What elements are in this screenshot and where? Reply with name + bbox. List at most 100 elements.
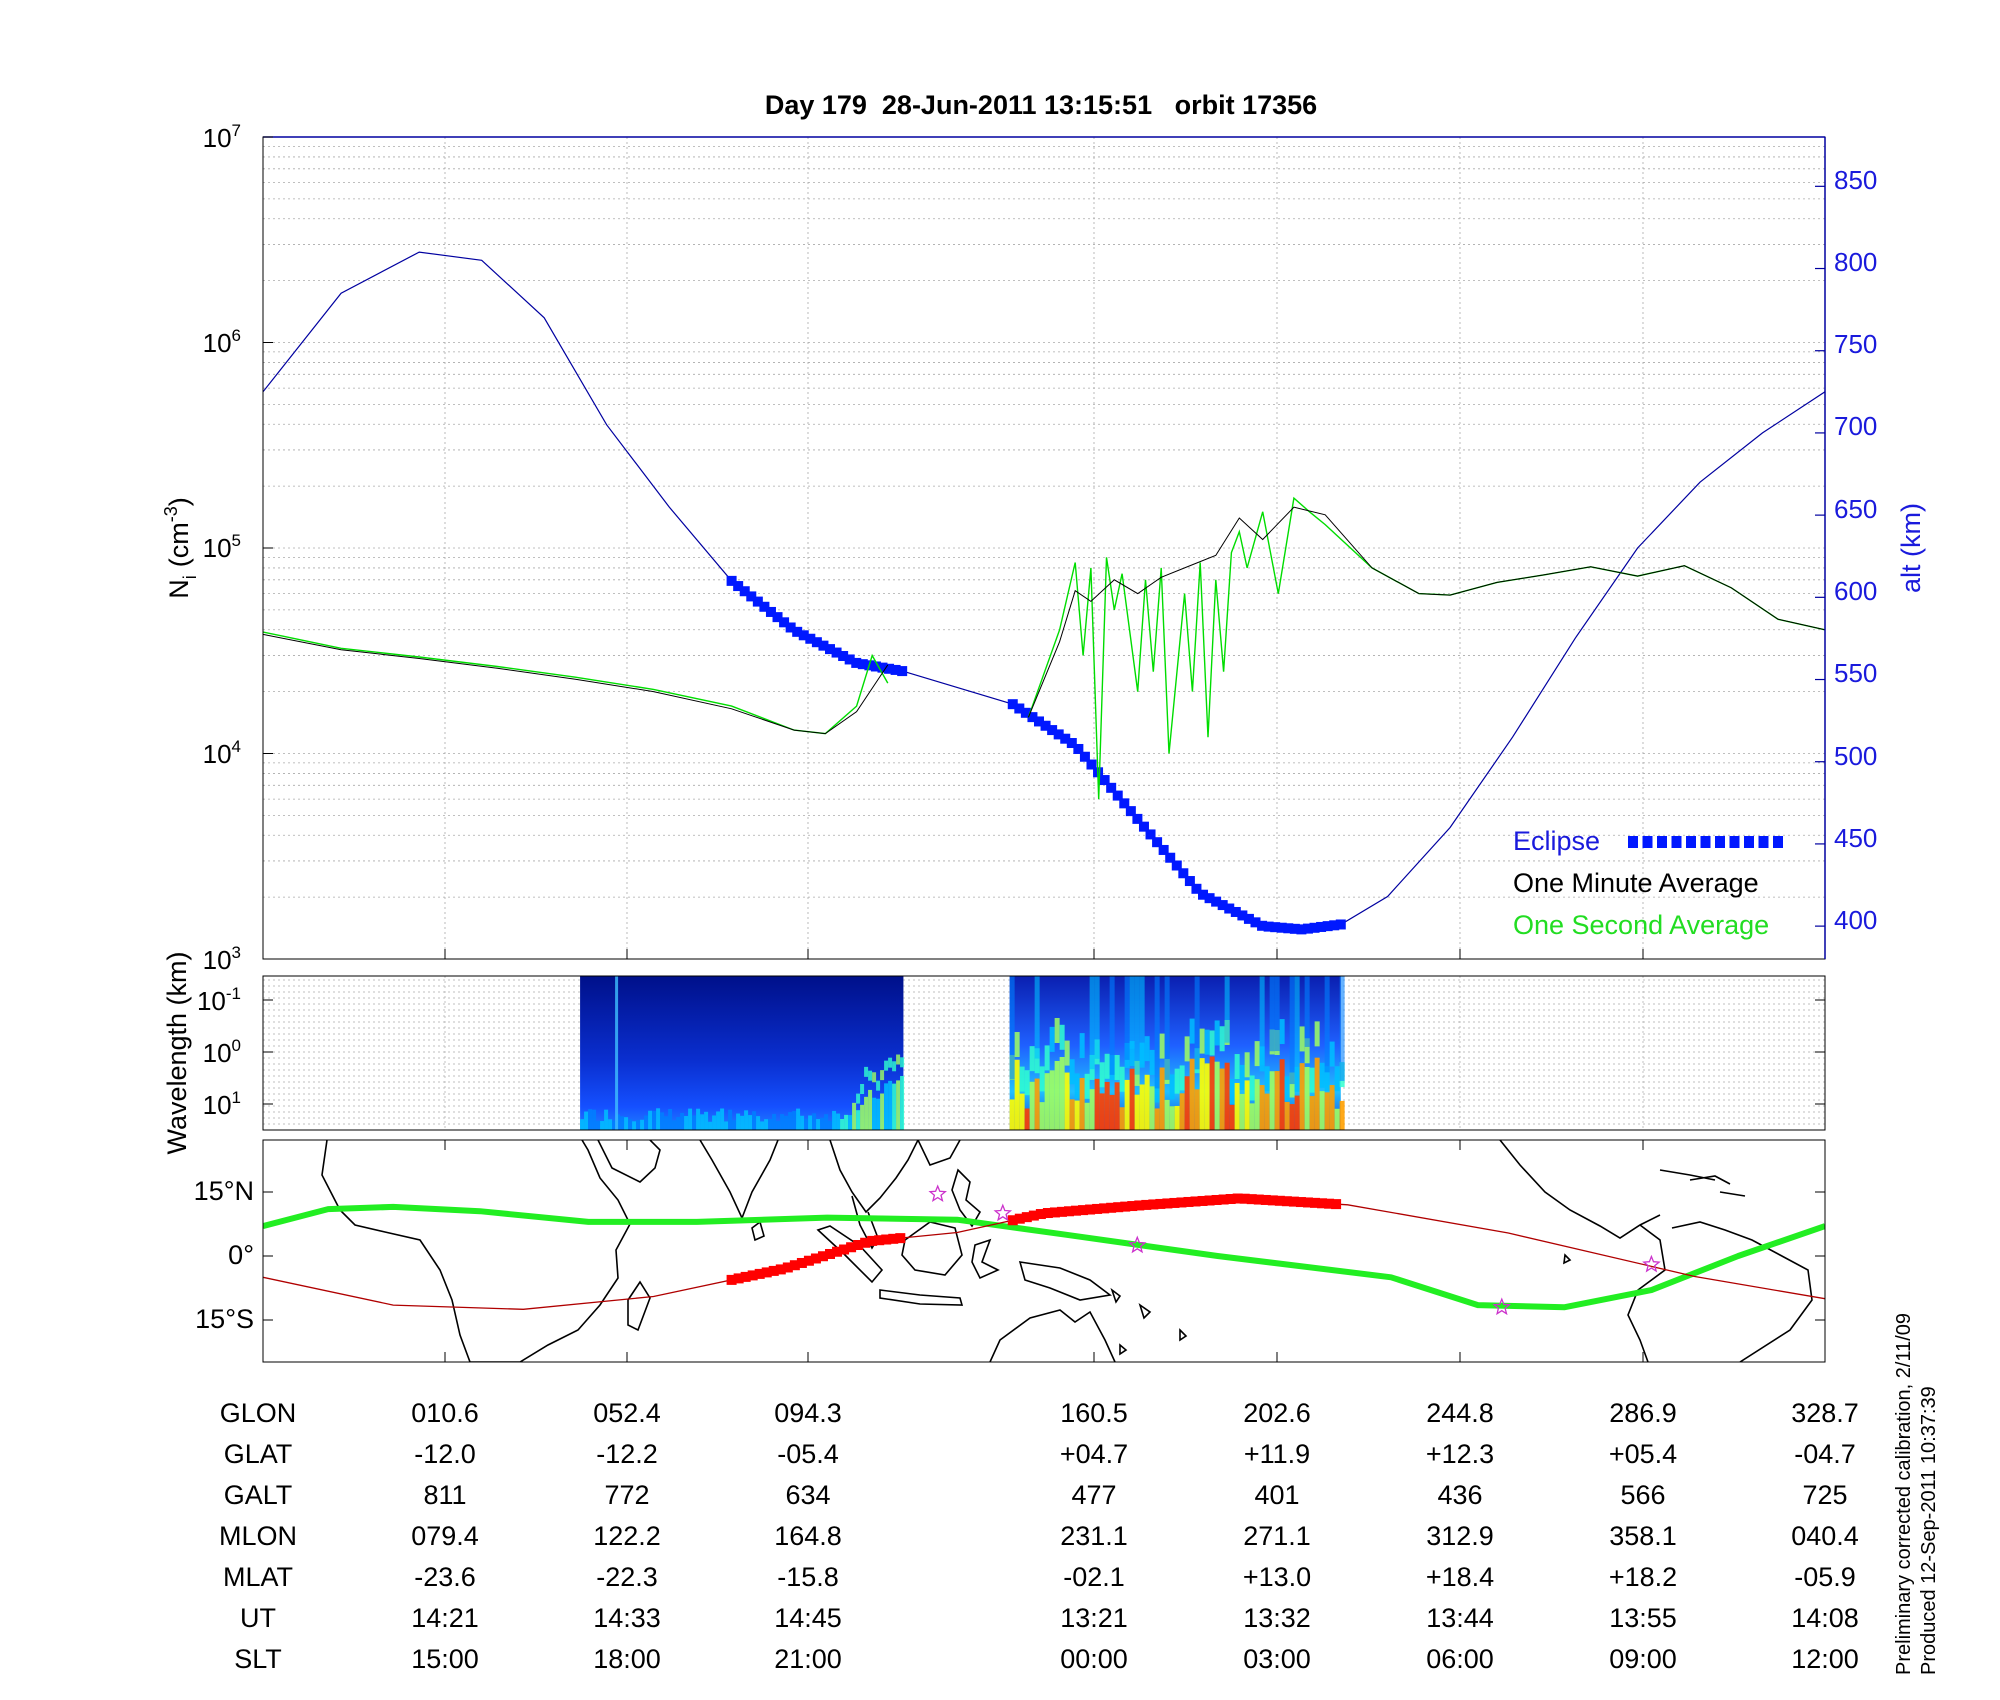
table-cell: 13:44 [1426, 1603, 1494, 1633]
spectrogram-cell [1189, 1058, 1195, 1130]
legend-one-minute-label: One Minute Average [1513, 868, 1759, 898]
spectrogram-cell-mid [1229, 1079, 1235, 1105]
track-eclipse-marker [1162, 1198, 1173, 1209]
spectrogram-cell [668, 1108, 673, 1130]
spectrogram-cell [1124, 1079, 1130, 1130]
y-axis-ticks [263, 136, 1644, 960]
spectrogram-cell [1219, 1068, 1225, 1130]
eclipse-marker [877, 662, 888, 673]
eclipse-markers [726, 575, 1346, 935]
y-tick-base: 10 [203, 739, 232, 769]
eclipse-marker [1007, 699, 1018, 710]
legend: Eclipse One Minute Average One Second Av… [1513, 826, 1783, 940]
track-eclipse-marker [1049, 1207, 1060, 1218]
eclipse-marker [1145, 829, 1156, 840]
track-eclipse-marker [1042, 1208, 1053, 1219]
top-gridlines [263, 137, 1825, 960]
table-cell: 06:00 [1426, 1644, 1494, 1674]
spectrogram-stripe [1129, 976, 1135, 1049]
spectrogram-cell [588, 1109, 593, 1130]
eclipse-marker [1158, 844, 1169, 855]
y-tick-label-1e7: 107 [203, 121, 241, 153]
eclipse-marker [1047, 725, 1058, 736]
svg-text:104: 104 [203, 737, 241, 769]
one-minute-average-line [263, 506, 1825, 735]
spectrogram-cell [796, 1108, 801, 1130]
table-cell: 401 [1254, 1480, 1299, 1510]
legend-one-second-label: One Second Average [1513, 910, 1769, 940]
spectrogram-cell [872, 1097, 877, 1130]
eclipse-marker [759, 601, 770, 612]
y-tick-base: 10 [203, 328, 232, 358]
spectrogram-cell [864, 1096, 869, 1130]
spectrogram-cell [612, 1120, 617, 1130]
map-lat-label-15s: 15°S [195, 1304, 254, 1334]
eclipse-marker [1270, 922, 1281, 933]
table-cell: 160.5 [1060, 1398, 1128, 1428]
table-row-label: MLAT [223, 1562, 293, 1592]
table-cell: 14:21 [411, 1603, 479, 1633]
eclipse-marker [739, 586, 750, 597]
eclipse-marker [1152, 837, 1163, 848]
spectrogram-cell [1334, 1108, 1340, 1130]
spectrogram-cell-mid [1064, 1040, 1070, 1066]
y-tick-exp: 7 [232, 121, 241, 140]
spectrogram-cell [1089, 1089, 1095, 1130]
spectrogram-cell-hi [888, 1057, 893, 1068]
spec-tick-label-2: 100 [203, 1036, 241, 1068]
svg-text:100: 100 [203, 1036, 241, 1068]
spectrogram-cell-mid [1119, 1066, 1125, 1092]
track-eclipse-marker [747, 1270, 758, 1281]
spectrogram-cell [832, 1110, 837, 1130]
spectrogram-cell-mid [1289, 1072, 1295, 1098]
track-eclipse-marker [1260, 1194, 1271, 1205]
alt-tick-800: 800 [1834, 247, 1877, 277]
table-cell: +05.4 [1609, 1439, 1677, 1469]
track-eclipse-marker [1148, 1199, 1159, 1210]
spectrogram-cell-mid [1304, 1038, 1310, 1064]
spectrogram-cell [1194, 1089, 1200, 1130]
spectrogram-cell [600, 1121, 605, 1130]
spectrogram-cell [1044, 1073, 1050, 1130]
y-tick-base: 10 [203, 533, 232, 563]
legend-eclipse-square [1657, 836, 1667, 848]
spectrogram-cell [1039, 1102, 1045, 1130]
spectrogram-cell [652, 1110, 657, 1130]
track-eclipse-marker [803, 1255, 814, 1266]
spectrogram-y-axis-label: Wavelength (km) [162, 951, 192, 1154]
spectrogram-cell [1254, 1079, 1260, 1130]
spectrogram-cell-mid [1174, 1068, 1180, 1094]
spectrogram-cell [644, 1115, 649, 1130]
track-eclipse-marker [832, 1246, 843, 1257]
eclipse-marker [884, 663, 895, 674]
legend-eclipse-square [1686, 836, 1696, 848]
svg-text:10-1: 10-1 [197, 984, 241, 1016]
y-label-unit-close: ) [164, 497, 194, 506]
table-cell: 09:00 [1609, 1644, 1677, 1674]
spectrogram-stripe [1009, 976, 1015, 1080]
spectrogram-cell [688, 1108, 693, 1130]
track-eclipse-marker [1239, 1193, 1250, 1204]
coast-china [917, 1140, 961, 1166]
spectrogram-cell-mid [1244, 1052, 1250, 1078]
table-cell: 634 [785, 1480, 830, 1510]
y-label-unit-sup: -3 [161, 506, 181, 522]
spectrogram-stripe [1094, 976, 1100, 1059]
table-cell: 00:00 [1060, 1644, 1128, 1674]
spectrogram-cell [1264, 1093, 1270, 1130]
spectrogram-cell [816, 1119, 821, 1130]
spectrogram-cell [1214, 1061, 1220, 1130]
y-tick-label-1e4: 104 [203, 737, 241, 769]
track-eclipse-marker [796, 1257, 807, 1268]
coast-philippines [951, 1168, 982, 1228]
eclipse-marker [1119, 798, 1130, 809]
svg-text:105: 105 [203, 531, 241, 563]
magnetic-equator-line [263, 1203, 1825, 1311]
spectrogram-cell [1279, 1059, 1285, 1130]
table-cell: 477 [1071, 1480, 1116, 1510]
eclipse-marker [1322, 921, 1333, 932]
spectrogram-cell-mid [1239, 1064, 1245, 1090]
spectrogram-cell [704, 1111, 709, 1130]
ground-track-map-panel: 15°N 0° 15°S [194, 1139, 1826, 1363]
table-cell: 358.1 [1609, 1521, 1677, 1551]
